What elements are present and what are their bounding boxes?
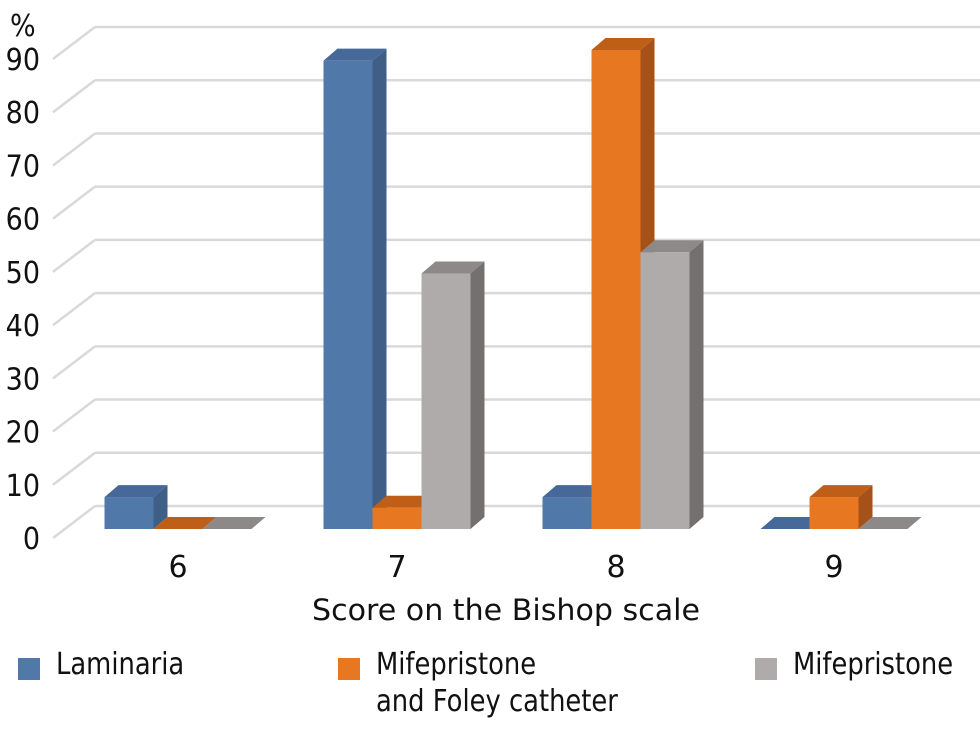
gridline-diagonal — [52, 132, 96, 167]
gridline-diagonal — [52, 398, 96, 433]
y-tick-label: 50 — [6, 256, 40, 291]
gridlines — [52, 25, 980, 539]
x-tick-label: 7 — [387, 550, 406, 585]
bar-top-face — [760, 517, 824, 529]
x-tick-label: 9 — [824, 550, 843, 585]
gridline-diagonal — [52, 26, 96, 60]
y-tick-label: 30 — [6, 362, 40, 397]
bar — [858, 517, 922, 529]
x-axis-ticks: 6 7 8 9 — [168, 550, 843, 585]
bar-top-face — [372, 495, 436, 508]
bar — [153, 517, 217, 529]
bar-side-face — [858, 485, 873, 529]
gridline-diagonal — [52, 292, 96, 327]
bar-top-face — [809, 485, 873, 498]
legend-label: Mifepristone and Foley catheter — [376, 647, 618, 719]
bar — [640, 240, 704, 529]
bar-top-face — [104, 485, 168, 498]
x-tick-label: 8 — [606, 550, 625, 585]
bar-top-face — [640, 240, 704, 253]
legend-item: Mifepristone — [755, 646, 979, 683]
gridline-diagonal — [52, 345, 96, 380]
bar-top-face — [858, 517, 922, 529]
bar-top-face — [591, 38, 655, 50]
bar-front-face — [640, 252, 690, 529]
bar-side-face — [470, 261, 485, 529]
bar-top-face — [202, 517, 266, 529]
bar-front-face — [591, 50, 641, 529]
bar-front-face — [542, 497, 592, 529]
legend-item: Laminaria — [18, 646, 205, 683]
y-axis-label: % — [10, 9, 36, 44]
bar-top-face — [323, 48, 387, 61]
bar-side-face — [372, 48, 387, 530]
x-axis-title: Score on the Bishop scale — [312, 593, 700, 627]
gridline-diagonal — [52, 185, 96, 220]
bar-chart: 0 10 20 30 40 50 60 70 80 90 % 6 7 8 9 Score on the … — [6, 9, 980, 627]
bar-top-face — [153, 517, 217, 529]
gridline-diagonal — [52, 451, 96, 486]
y-axis-ticks: 0 10 20 30 40 50 60 70 80 90 — [6, 43, 40, 557]
y-tick-label: 70 — [6, 149, 40, 184]
bar-front-face — [323, 60, 373, 530]
legend-item: Mifepristone and Foley catheter — [338, 646, 657, 720]
y-tick-label: 80 — [6, 96, 40, 131]
legend-swatch — [18, 658, 40, 680]
bar — [323, 48, 387, 530]
bar-side-face — [689, 240, 704, 529]
bar-top-face — [542, 485, 606, 498]
y-tick-label: 60 — [6, 203, 40, 238]
bar — [104, 485, 168, 529]
legend: Laminaria Mifepristone and Foley catheter… — [0, 646, 980, 736]
gridline-diagonal — [52, 505, 96, 539]
bar — [202, 517, 266, 529]
y-tick-label: 90 — [6, 43, 40, 78]
legend-swatch — [755, 658, 777, 680]
bar — [760, 517, 824, 529]
x-tick-label: 6 — [168, 550, 187, 585]
gridline-diagonal — [52, 79, 96, 114]
bars — [104, 38, 922, 530]
y-tick-label: 0 — [23, 522, 40, 557]
legend-label: Mifepristone — [793, 647, 954, 682]
y-tick-label: 40 — [6, 309, 40, 344]
bar-front-face — [372, 507, 422, 529]
bar-front-face — [809, 497, 859, 529]
bar-front-face — [421, 273, 471, 529]
gridline-diagonal — [52, 238, 96, 273]
y-tick-label: 10 — [6, 469, 40, 504]
bar — [809, 485, 873, 529]
bar — [421, 261, 485, 529]
bar-top-face — [421, 261, 485, 274]
legend-label: Laminaria — [56, 647, 185, 682]
bar-side-face — [153, 485, 168, 529]
y-tick-label: 20 — [6, 416, 40, 451]
legend-swatch — [338, 658, 360, 680]
bar-front-face — [104, 497, 154, 529]
